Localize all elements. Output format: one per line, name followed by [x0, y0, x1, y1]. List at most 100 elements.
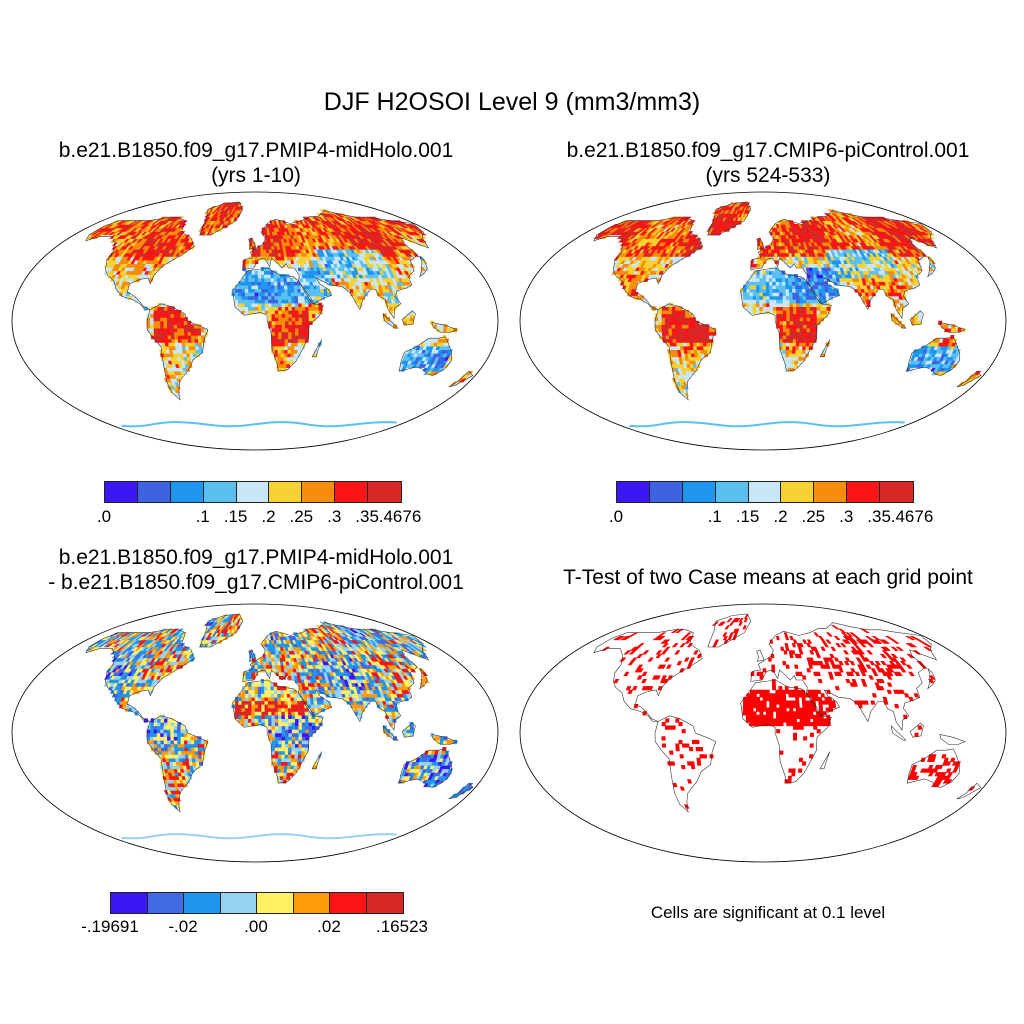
grid-cell — [792, 295, 797, 300]
grid-cell — [305, 324, 310, 329]
grid-cell — [274, 331, 279, 336]
grid-cell — [776, 306, 781, 311]
grid-cell — [695, 327, 700, 333]
grid-cell — [794, 363, 799, 368]
grid-cell — [177, 320, 182, 325]
grid-cell — [671, 320, 676, 325]
grid-cell — [294, 306, 300, 311]
grid-cell — [782, 338, 787, 343]
grid-cell — [792, 306, 797, 311]
panel-3-title-line2: - b.e21.B1850.f09_g17.CMIP6-piControl.00… — [48, 571, 464, 594]
grid-cell — [786, 302, 791, 307]
grid-cell — [284, 306, 289, 311]
grid-cell — [812, 331, 818, 336]
grid-cell — [258, 292, 262, 297]
grid-cell — [264, 274, 269, 279]
panel-3-title-line1: b.e21.B1850.f09_g17.PMIP4-midHolo.001 — [58, 546, 454, 569]
grid-cell — [688, 335, 694, 340]
grid-cell — [806, 320, 811, 325]
grid-cell — [782, 335, 787, 340]
grid-cell — [802, 302, 807, 307]
grid-cell — [775, 299, 781, 304]
grid-cell — [163, 310, 168, 315]
grid-cell — [675, 317, 680, 322]
grid-cell — [759, 274, 764, 279]
grid-cell — [775, 295, 780, 300]
grid-cell — [765, 274, 770, 279]
grid-cell — [675, 320, 680, 325]
grid-cell — [160, 310, 165, 315]
coastline — [401, 310, 416, 326]
grid-cell — [668, 310, 673, 315]
grid-cell — [799, 302, 804, 307]
grid-cell — [294, 302, 299, 307]
grid-cell — [782, 284, 787, 290]
grid-cell — [264, 281, 269, 286]
grid-cell — [786, 327, 791, 333]
grid-cell — [300, 295, 306, 300]
coastline — [431, 322, 458, 333]
grid-cell — [290, 292, 296, 297]
grid-cell — [776, 313, 781, 318]
grid-cell — [258, 310, 262, 315]
grid-cell — [241, 306, 246, 311]
grid-cell — [749, 292, 754, 297]
grid-cell — [273, 277, 278, 282]
grid-cell — [752, 299, 757, 304]
grid-cell — [792, 292, 797, 297]
grid-cell — [782, 288, 787, 293]
grid-cell — [785, 281, 790, 286]
grid-cell — [146, 324, 151, 329]
grid-cell — [295, 313, 300, 318]
grid-cell — [775, 277, 780, 282]
grid-cell — [782, 313, 787, 318]
grid-cell — [287, 353, 292, 358]
grid-cell — [170, 320, 175, 325]
grid-cell — [194, 335, 199, 340]
grid-cell — [174, 335, 179, 340]
grid-cell — [779, 310, 784, 315]
grid-cell — [692, 338, 697, 343]
grid-cell — [769, 302, 774, 307]
grid-cell — [288, 313, 293, 318]
grid-cell — [779, 317, 784, 322]
grid-cell — [668, 313, 673, 318]
grid-cell — [796, 313, 801, 318]
grid-cell — [287, 284, 292, 290]
grid-cell — [173, 313, 178, 318]
grid-cell — [301, 299, 306, 304]
grid-cell — [150, 324, 155, 329]
grid-cell — [305, 327, 310, 333]
grid-cell — [792, 342, 797, 347]
grid-cell — [281, 295, 286, 300]
grid-cell — [287, 342, 292, 347]
grid-cell — [291, 320, 296, 325]
grid-cell — [264, 292, 269, 297]
grid-cell — [765, 277, 770, 282]
grid-cell — [308, 313, 313, 318]
grid-cell — [705, 331, 710, 336]
grid-cell — [746, 284, 751, 290]
grid-cell — [238, 288, 243, 293]
grid-cell — [782, 295, 787, 300]
grid-cell — [742, 288, 748, 293]
grid-cell — [795, 295, 800, 300]
grid-cell — [809, 310, 814, 315]
grid-cell — [277, 349, 282, 354]
grid-cell — [765, 281, 770, 286]
grid-cell — [756, 284, 761, 290]
main-title: DJF H2OSOI Level 9 (mm3/mm3) — [323, 88, 701, 116]
grid-cell — [749, 295, 754, 300]
grid-cell — [752, 284, 757, 290]
grid-cell — [823, 313, 828, 318]
grid-cell — [170, 310, 175, 315]
grid-cell — [295, 320, 300, 325]
grid-cell — [792, 331, 797, 336]
grid-cell — [782, 299, 787, 304]
grid-cell — [759, 299, 764, 304]
grid-cell — [271, 317, 276, 322]
grid-cell — [254, 288, 259, 293]
grid-cell — [267, 288, 272, 293]
grid-cell — [163, 320, 168, 325]
grid-cell — [762, 284, 767, 290]
